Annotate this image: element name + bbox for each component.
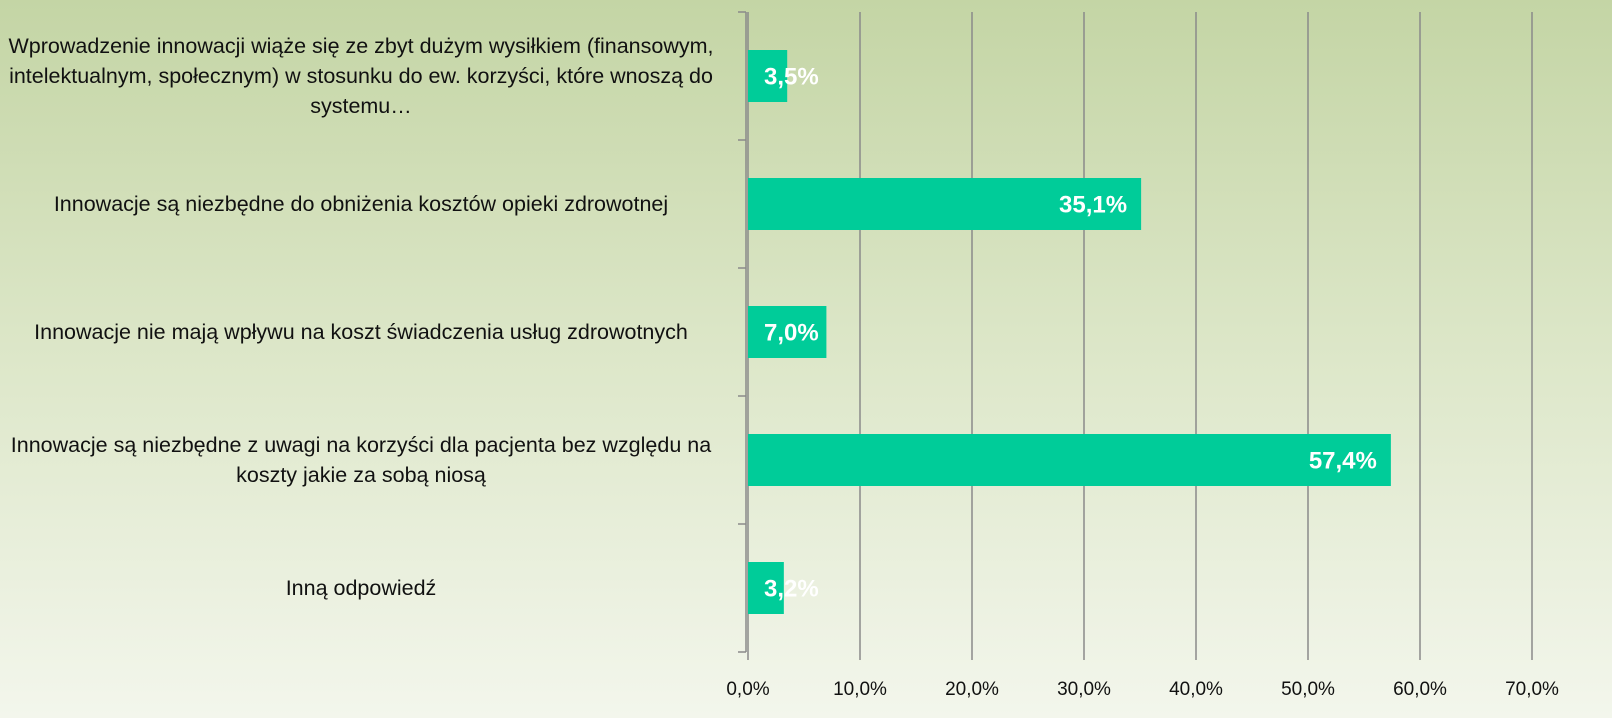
category-label: Innowacje są niezbędne z uwagi na korzyś… (10, 433, 712, 487)
bar (748, 306, 827, 358)
category-box: Innowacje nie mają wpływu na koszt świad… (0, 268, 722, 396)
value-label: 57,4% (1309, 447, 1377, 474)
bar (748, 178, 1142, 230)
x-tick-label: 40,0% (1169, 679, 1223, 700)
x-tick-label: 60,0% (1393, 679, 1447, 700)
bar (748, 562, 784, 614)
category-label: Innowacje są niezbędne do obniżenia kosz… (53, 192, 669, 216)
value-label: 3,2% (764, 575, 819, 602)
category-box: Innowacje są niezbędne z uwagi na korzyś… (0, 396, 722, 524)
category-box: Innowacje są niezbędne do obniżenia kosz… (0, 140, 722, 268)
value-label: 35,1% (1059, 191, 1127, 218)
category-box: Inną odpowiedź (0, 524, 722, 652)
x-tick-label: 50,0% (1281, 679, 1335, 700)
category-box: Wprowadzenie innowacji wiąże się ze zbyt… (0, 12, 722, 140)
x-tick-label: 30,0% (1057, 679, 1111, 700)
x-tick-label: 20,0% (945, 679, 999, 700)
category-label: Inną odpowiedź (285, 576, 437, 600)
bar (748, 50, 788, 102)
x-tick-label: 10,0% (833, 679, 887, 700)
category-label: Innowacje nie mają wpływu na koszt świad… (34, 320, 688, 344)
category-label: Wprowadzenie innowacji wiąże się ze zbyt… (8, 34, 714, 118)
x-tick-label: 0,0% (726, 679, 769, 700)
value-label: 7,0% (764, 319, 819, 346)
bar (748, 434, 1391, 486)
value-label: 3,5% (764, 63, 819, 90)
x-tick-label: 70,0% (1505, 679, 1559, 700)
